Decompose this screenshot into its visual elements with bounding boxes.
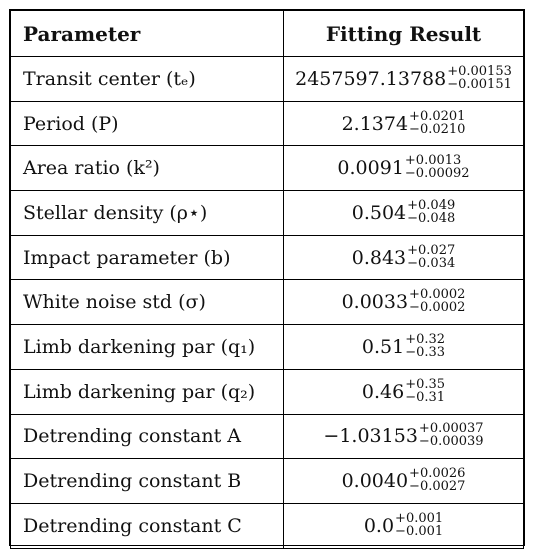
table-row: Area ratio (k²) 0.0091 +0.0013 −0.00092 <box>10 145 524 192</box>
error-bounds: +0.027 −0.034 <box>407 244 455 270</box>
error-bounds: +0.001 −0.001 <box>395 512 443 538</box>
error-bounds: +0.0026 −0.0027 <box>409 467 465 493</box>
param-name: Stellar density (ρ⋆) <box>10 190 284 236</box>
fit-result: 0.0 +0.001 −0.001 <box>283 502 524 549</box>
fit-result: 2.1374 +0.0201 −0.0210 <box>283 100 524 147</box>
error-bounds: +0.00153 −0.00151 <box>447 65 512 91</box>
result-value: 0.51 <box>361 335 405 358</box>
result-value: 0.46 <box>361 380 405 403</box>
table-row: White noise std (σ) 0.0033 +0.0002 −0.0002 <box>10 279 524 326</box>
result-column-header: Fitting Result <box>283 10 524 57</box>
upper-error: +0.001 <box>395 510 444 526</box>
table-row: Transit center (tₑ) 2457597.13788 +0.0015… <box>10 56 524 102</box>
error-bounds: +0.35 −0.31 <box>405 378 445 404</box>
result-value: 0.504 <box>351 201 407 224</box>
table-row: Limb darkening par (q₁) 0.51 +0.32 −0.33 <box>10 324 524 370</box>
parameter-column-header: Parameter <box>10 10 284 57</box>
upper-error: +0.0002 <box>409 287 466 303</box>
error-bounds: +0.049 −0.048 <box>407 199 455 225</box>
param-name: Detrending constant C <box>10 502 284 549</box>
param-name: Transit center (tₑ) <box>10 56 284 102</box>
lower-error: −0.00039 <box>418 434 484 450</box>
upper-error: +0.32 <box>405 331 446 347</box>
fit-result: 0.0091 +0.0013 −0.00092 <box>283 145 524 192</box>
lower-error: −0.0002 <box>409 300 466 316</box>
fit-result: 0.51 +0.32 −0.33 <box>283 324 524 370</box>
table-row: Detrending constant A −1.03153 +0.00037 −0… <box>10 413 524 460</box>
lower-error: −0.048 <box>407 210 456 226</box>
upper-error: +0.0026 <box>409 466 466 482</box>
result-value: −1.03153 <box>323 425 418 448</box>
upper-error: +0.35 <box>405 376 446 392</box>
param-name: Impact parameter (b) <box>10 234 284 281</box>
upper-error: +0.00153 <box>447 63 512 79</box>
fit-result: 2457597.13788 +0.00153 −0.00151 <box>283 56 524 102</box>
parameter-table: Parameter Fitting Result Transit center … <box>9 9 525 549</box>
result-value: 0.0 <box>363 514 395 537</box>
result-value: 2.1374 <box>341 112 409 135</box>
upper-error: +0.049 <box>407 197 456 213</box>
error-bounds: +0.0201 −0.0210 <box>409 110 465 136</box>
upper-error: +0.027 <box>407 242 456 258</box>
fit-result: 0.0040 +0.0026 −0.0027 <box>283 458 524 504</box>
lower-error: −0.00092 <box>404 166 470 182</box>
fit-result: 0.504 +0.049 −0.048 <box>283 190 524 236</box>
lower-error: −0.0210 <box>409 121 466 137</box>
error-bounds: +0.0013 −0.00092 <box>405 154 470 180</box>
param-name: Detrending constant B <box>10 458 284 504</box>
table-row: Stellar density (ρ⋆) 0.504 +0.049 −0.048 <box>10 190 524 236</box>
fit-result: −1.03153 +0.00037 −0.00039 <box>283 413 524 460</box>
fit-result: 0.0033 +0.0002 −0.0002 <box>283 279 524 326</box>
param-name: Detrending constant A <box>10 413 284 460</box>
table-row: Limb darkening par (q₂) 0.46 +0.35 −0.31 <box>10 368 524 415</box>
param-name: White noise std (σ) <box>10 279 284 326</box>
lower-error: −0.33 <box>405 344 446 360</box>
header-row: Parameter Fitting Result <box>10 10 524 57</box>
result-value: 0.0033 <box>341 291 409 314</box>
table-row: Period (P) 2.1374 +0.0201 −0.0210 <box>10 100 524 147</box>
fit-result: 0.46 +0.35 −0.31 <box>283 368 524 415</box>
fit-result: 0.843 +0.027 −0.034 <box>283 234 524 281</box>
lower-error: −0.001 <box>395 523 444 539</box>
lower-error: −0.034 <box>407 255 456 271</box>
param-name: Limb darkening par (q₂) <box>10 368 284 415</box>
error-bounds: +0.32 −0.33 <box>405 333 445 359</box>
param-name: Area ratio (k²) <box>10 145 284 192</box>
lower-error: −0.31 <box>405 389 446 405</box>
upper-error: +0.00037 <box>418 421 484 437</box>
fit-results-table: Parameter Fitting Result Transit center … <box>10 10 524 549</box>
lower-error: −0.0027 <box>409 479 466 495</box>
table-row: Detrending constant C 0.0 +0.001 −0.001 <box>10 502 524 549</box>
table-row: Impact parameter (b) 0.843 +0.027 −0.034 <box>10 234 524 281</box>
upper-error: +0.0013 <box>404 153 462 169</box>
result-value: 0.0091 <box>337 157 404 180</box>
upper-error: +0.0201 <box>409 108 466 124</box>
result-value: 0.843 <box>351 246 407 269</box>
param-name: Limb darkening par (q₁) <box>10 324 284 370</box>
lower-error: −0.00151 <box>447 76 512 92</box>
error-bounds: +0.0002 −0.0002 <box>409 288 465 314</box>
result-value: 2457597.13788 <box>295 67 447 90</box>
error-bounds: +0.00037 −0.00039 <box>419 422 484 448</box>
result-value: 0.0040 <box>341 470 409 493</box>
table-row: Detrending constant B 0.0040 +0.0026 −0.00… <box>10 458 524 504</box>
param-name: Period (P) <box>10 100 284 147</box>
